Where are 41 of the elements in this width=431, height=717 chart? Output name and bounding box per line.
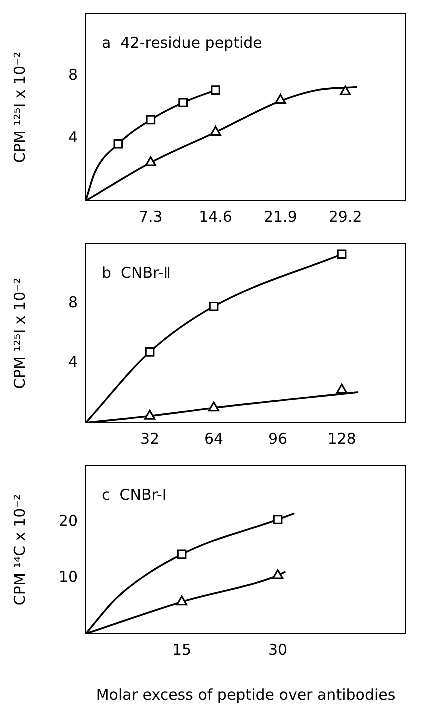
point	[275, 94, 286, 104]
x-tick-label: 30	[268, 640, 288, 659]
point	[176, 596, 188, 606]
point	[340, 86, 352, 96]
point	[211, 86, 220, 96]
point	[177, 550, 187, 560]
y-tick-label: 10	[58, 568, 78, 586]
y-axis-title: CPM ¹²⁵I x 10⁻²	[10, 52, 29, 164]
x-tick-label: 32	[140, 430, 160, 448]
point	[273, 515, 283, 524]
x-tick-label: 96	[268, 430, 288, 448]
y-axis-title: CPM ¹²⁵I x 10⁻²	[10, 278, 29, 390]
y-tick-label: 8	[68, 66, 78, 84]
x-tick-label: 29.2	[328, 208, 362, 226]
point	[114, 139, 124, 149]
x-tick-label: 21.9	[264, 208, 298, 226]
point	[272, 569, 284, 580]
y-tick-label: 4	[68, 128, 78, 147]
x-tick-label: 15	[172, 640, 192, 659]
text: c CNBr-I	[102, 486, 167, 504]
y-tick-label: 8	[68, 294, 78, 312]
y-tick-label: 20	[58, 512, 78, 530]
x-tick-label: 14.6	[199, 208, 232, 226]
point	[144, 410, 156, 420]
point	[145, 347, 155, 357]
point	[210, 126, 222, 136]
point	[178, 98, 188, 108]
y-tick-label: 4	[68, 353, 78, 372]
x-tick-label: 7.3	[138, 208, 163, 226]
point	[209, 302, 219, 312]
text: a 42-residue peptide	[102, 34, 262, 52]
point	[336, 384, 348, 394]
point	[208, 402, 220, 412]
x-tick-label: 64	[204, 430, 224, 448]
point	[337, 250, 347, 260]
point	[145, 156, 156, 166]
point	[146, 115, 156, 125]
x-tick-label: 128	[328, 430, 356, 448]
x-axis-title: Molar excess of peptide over antibodies	[96, 686, 396, 704]
text: b CNBr-Ⅱ	[102, 264, 172, 282]
y-axis-title: CPM ¹⁴C x 10⁻²	[10, 494, 29, 606]
